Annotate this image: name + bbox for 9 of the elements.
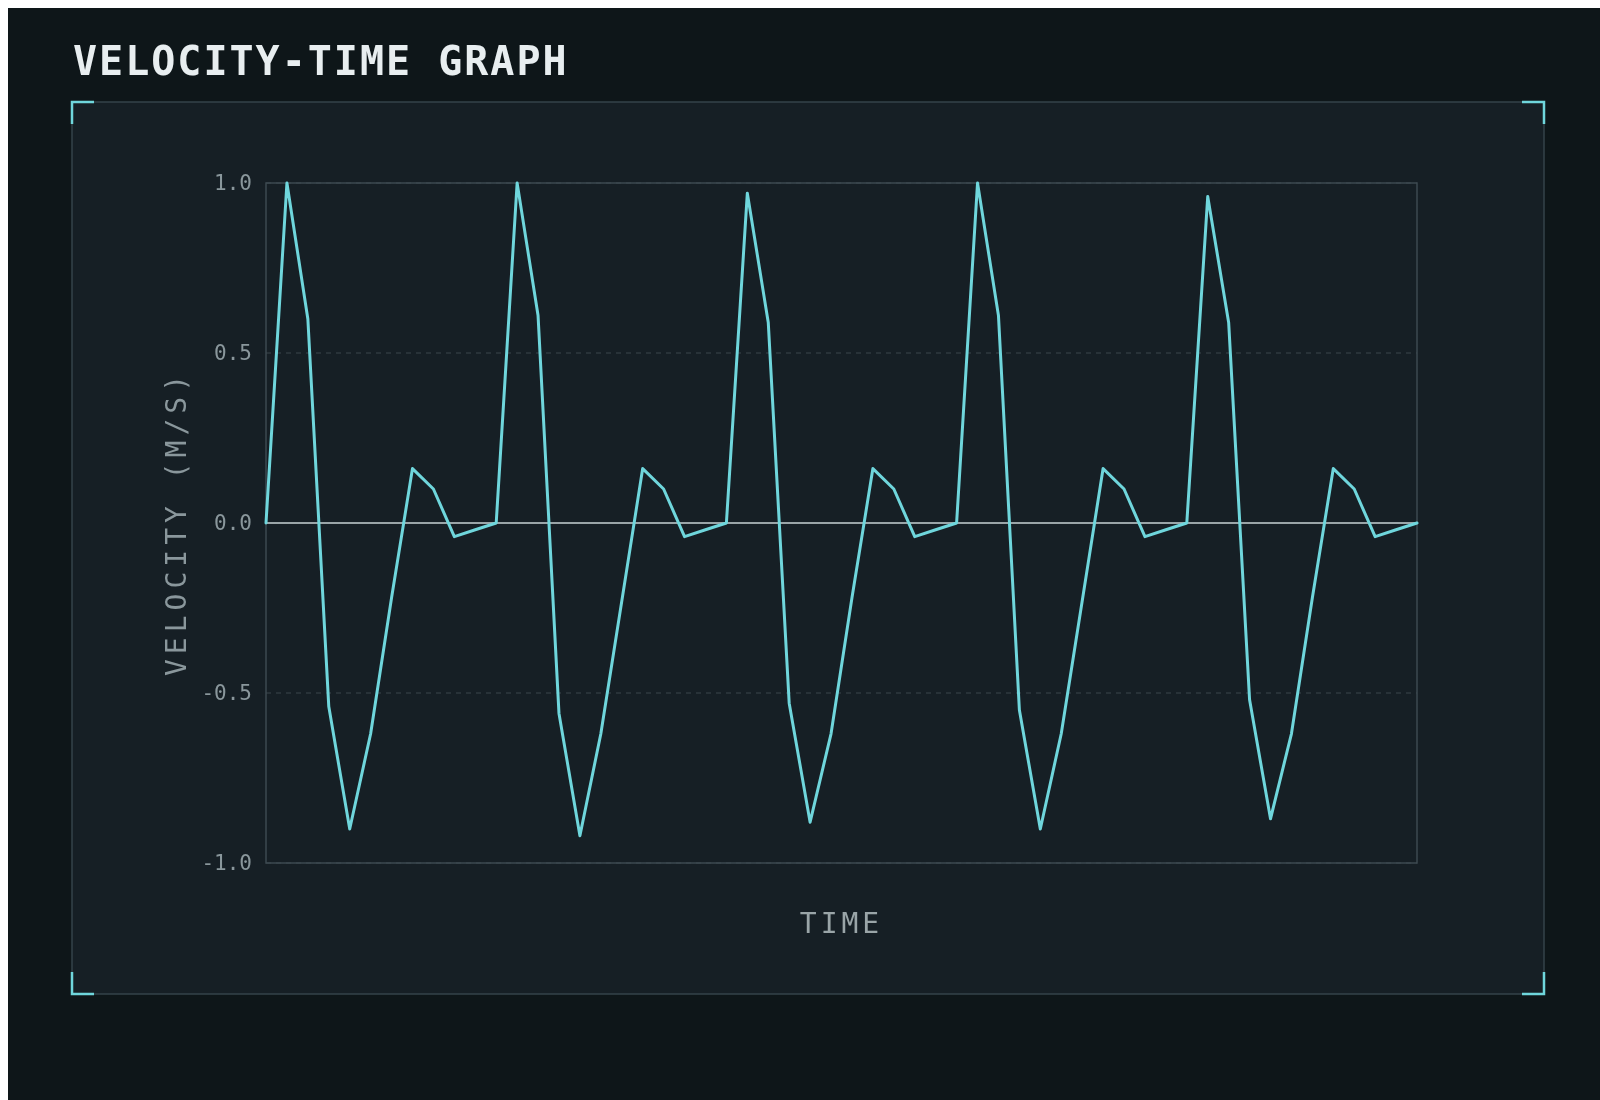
y-axis-title: VELOCITY (M/S) bbox=[160, 369, 193, 677]
x-axis-title: TIME bbox=[799, 907, 884, 940]
y-tick-label: -0.5 bbox=[201, 681, 252, 706]
y-tick-label: -1.0 bbox=[201, 851, 252, 876]
y-tick-label: 1.0 bbox=[214, 171, 252, 196]
chart-title: VELOCITY-TIME GRAPH bbox=[73, 38, 569, 84]
y-tick-label: 0.0 bbox=[214, 511, 252, 536]
line-series bbox=[264, 181, 1419, 838]
y-tick-label: 0.5 bbox=[214, 341, 252, 366]
